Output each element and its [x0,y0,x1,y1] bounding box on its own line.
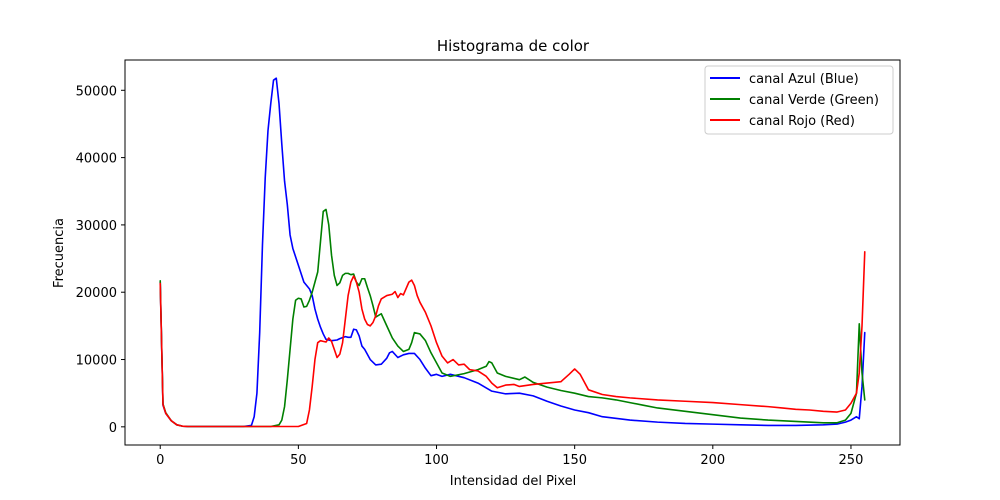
chart-title: Histograma de color [437,37,590,55]
y-axis: 0 10000 20000 30000 40000 50000 [76,84,125,436]
x-tick-label: 100 [424,453,449,468]
x-tick-label: 250 [839,453,864,468]
x-tick-label: 200 [700,453,725,468]
x-axis: 0 50 100 150 200 250 [156,445,863,468]
y-tick-label: 10000 [76,354,117,369]
x-axis-label: Intensidad del Pixel [450,474,576,489]
legend-label-1: canal Verde (Green) [749,93,879,108]
y-tick-label: 0 [109,421,117,436]
x-tick-label: 50 [290,453,307,468]
x-tick-label: 150 [562,453,587,468]
y-axis-label: Frecuencia [52,218,67,288]
series-line-2 [159,251,866,428]
y-tick-label: 30000 [76,219,117,234]
x-tick-label: 0 [156,453,164,468]
legend-label-2: canal Rojo (Red) [749,114,855,129]
legend-label-0: canal Azul (Blue) [749,72,859,87]
legend-box [704,65,894,135]
series-lines [159,77,866,428]
plot-area-frame [124,59,901,446]
legend: canal Azul (Blue) canal Verde (Green) cana… [704,65,894,135]
y-tick-label: 40000 [76,152,117,167]
y-tick-label: 50000 [76,84,117,99]
series-line-0 [159,77,866,428]
y-tick-label: 20000 [76,286,117,301]
